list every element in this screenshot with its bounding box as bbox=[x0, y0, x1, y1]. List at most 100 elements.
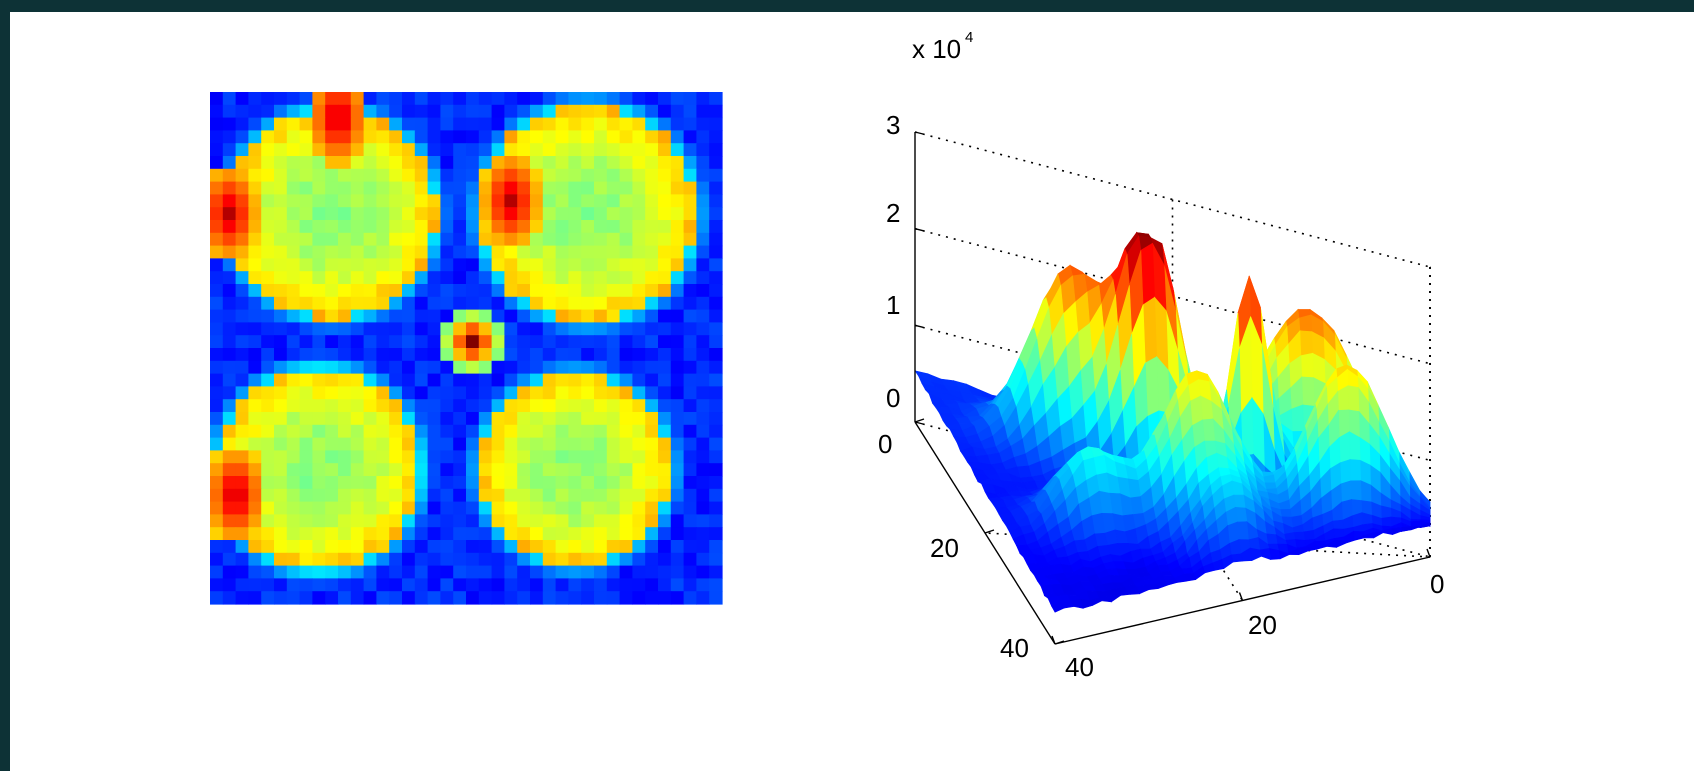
heatmap-cell bbox=[222, 130, 237, 144]
heatmap-cell bbox=[261, 348, 275, 362]
heatmap-cell bbox=[670, 322, 685, 336]
heatmap-cell bbox=[363, 117, 377, 131]
heatmap-cell bbox=[555, 284, 569, 298]
heatmap-cell bbox=[696, 322, 710, 336]
heatmap-cell bbox=[645, 284, 659, 298]
heatmap-cell bbox=[568, 476, 582, 490]
heatmap-cell bbox=[261, 104, 275, 119]
heatmap-cell bbox=[440, 399, 454, 413]
heatmap-cell bbox=[466, 373, 480, 387]
figure-canvas: x 10 4 3 2 1 0 0 20 40 40 20 0 bbox=[210, 29, 1444, 682]
heatmap-cell bbox=[299, 463, 313, 477]
surface-face bbox=[1293, 531, 1306, 541]
heatmap-cell bbox=[414, 424, 429, 439]
heatmap-cell bbox=[325, 309, 339, 323]
surface-face bbox=[1332, 519, 1344, 530]
heatmap-cell bbox=[363, 284, 377, 298]
heatmap-cell bbox=[632, 296, 646, 311]
heatmap-cell bbox=[683, 117, 697, 131]
heatmap-cell bbox=[606, 514, 621, 528]
heatmap-cell bbox=[696, 412, 710, 426]
heatmap-cell bbox=[466, 424, 480, 439]
heatmap-cell bbox=[440, 591, 454, 605]
heatmap-cell bbox=[338, 514, 352, 528]
heatmap-cell bbox=[299, 540, 313, 554]
heatmap-cell bbox=[286, 348, 301, 362]
heatmap-cell bbox=[568, 181, 582, 195]
heatmap-cell bbox=[414, 373, 429, 387]
heatmap-cell bbox=[338, 104, 352, 119]
heatmap-cell bbox=[325, 245, 339, 259]
heatmap-cell bbox=[274, 296, 288, 311]
heatmap-cell bbox=[491, 578, 505, 592]
heatmap-cell bbox=[517, 540, 531, 554]
heatmap-cell bbox=[709, 501, 723, 515]
heatmap-cell bbox=[402, 322, 416, 336]
heatmap-cell bbox=[210, 271, 224, 285]
heatmap-cell bbox=[709, 156, 723, 170]
heatmap-cell bbox=[709, 284, 723, 298]
heatmap-cell bbox=[389, 373, 403, 387]
surface-face bbox=[1350, 480, 1362, 501]
heatmap-cell bbox=[261, 296, 275, 311]
heatmap-cell bbox=[222, 309, 237, 323]
heatmap-cell bbox=[363, 271, 377, 285]
heatmap-cell bbox=[440, 463, 454, 477]
heatmap-cell bbox=[632, 92, 646, 106]
heatmap-cell bbox=[389, 130, 403, 144]
heatmap-cell bbox=[606, 143, 621, 157]
heatmap-cell bbox=[491, 284, 505, 298]
heatmap-cell bbox=[248, 578, 262, 592]
heatmap-cell bbox=[696, 284, 710, 298]
heatmap-cell bbox=[658, 194, 672, 208]
heatmap-cell bbox=[658, 104, 672, 119]
heatmap-cell bbox=[696, 220, 710, 234]
heatmap-cell bbox=[248, 527, 262, 541]
heatmap-cell bbox=[389, 360, 403, 375]
heatmap-cell bbox=[478, 578, 493, 592]
x-tick bbox=[1426, 548, 1431, 558]
heatmap-cell bbox=[210, 194, 224, 208]
heatmap-cell bbox=[312, 130, 326, 144]
heatmap-cell bbox=[414, 565, 429, 579]
surface-face bbox=[1279, 508, 1292, 518]
heatmap-cell bbox=[645, 271, 659, 285]
heatmap-cell bbox=[542, 565, 557, 579]
heatmap-cell bbox=[363, 309, 377, 323]
heatmap-cell bbox=[683, 168, 697, 183]
heatmap-cell bbox=[530, 335, 544, 349]
heatmap-cell bbox=[414, 578, 429, 592]
heatmap-cell bbox=[350, 412, 365, 426]
heatmap-cell bbox=[376, 437, 390, 451]
heatmap-cell bbox=[235, 258, 249, 272]
heatmap-cell bbox=[338, 335, 352, 349]
heatmap-cell bbox=[261, 476, 275, 490]
heatmap-cell bbox=[466, 399, 480, 413]
heatmap-cell bbox=[312, 258, 326, 272]
heatmap-cell bbox=[530, 373, 544, 387]
heatmap-cell bbox=[325, 181, 339, 195]
heatmap-cell bbox=[389, 207, 403, 221]
heatmap-cell bbox=[581, 348, 595, 362]
heatmap-cell bbox=[402, 284, 416, 298]
heatmap-cell bbox=[696, 348, 710, 362]
heatmap-cell bbox=[517, 514, 531, 528]
heatmap-cell bbox=[491, 322, 505, 336]
heatmap-cell bbox=[696, 156, 710, 170]
heatmap-cell bbox=[427, 143, 441, 157]
heatmap-cell bbox=[210, 117, 224, 131]
heatmap-cell bbox=[670, 92, 685, 106]
heatmap-cell bbox=[530, 488, 544, 503]
heatmap-cell bbox=[504, 335, 518, 349]
heatmap-cell bbox=[222, 143, 237, 157]
heatmap-cell bbox=[402, 207, 416, 221]
heatmap-cell bbox=[248, 245, 262, 259]
heatmap-cell bbox=[427, 386, 441, 400]
heatmap-cell bbox=[491, 181, 505, 195]
heatmap-cell bbox=[248, 335, 262, 349]
heatmap-cell bbox=[312, 92, 326, 106]
heatmap-cell bbox=[402, 527, 416, 541]
heatmap-cell bbox=[542, 412, 557, 426]
heatmap-cell bbox=[338, 194, 352, 208]
heatmap-cell bbox=[286, 92, 301, 106]
